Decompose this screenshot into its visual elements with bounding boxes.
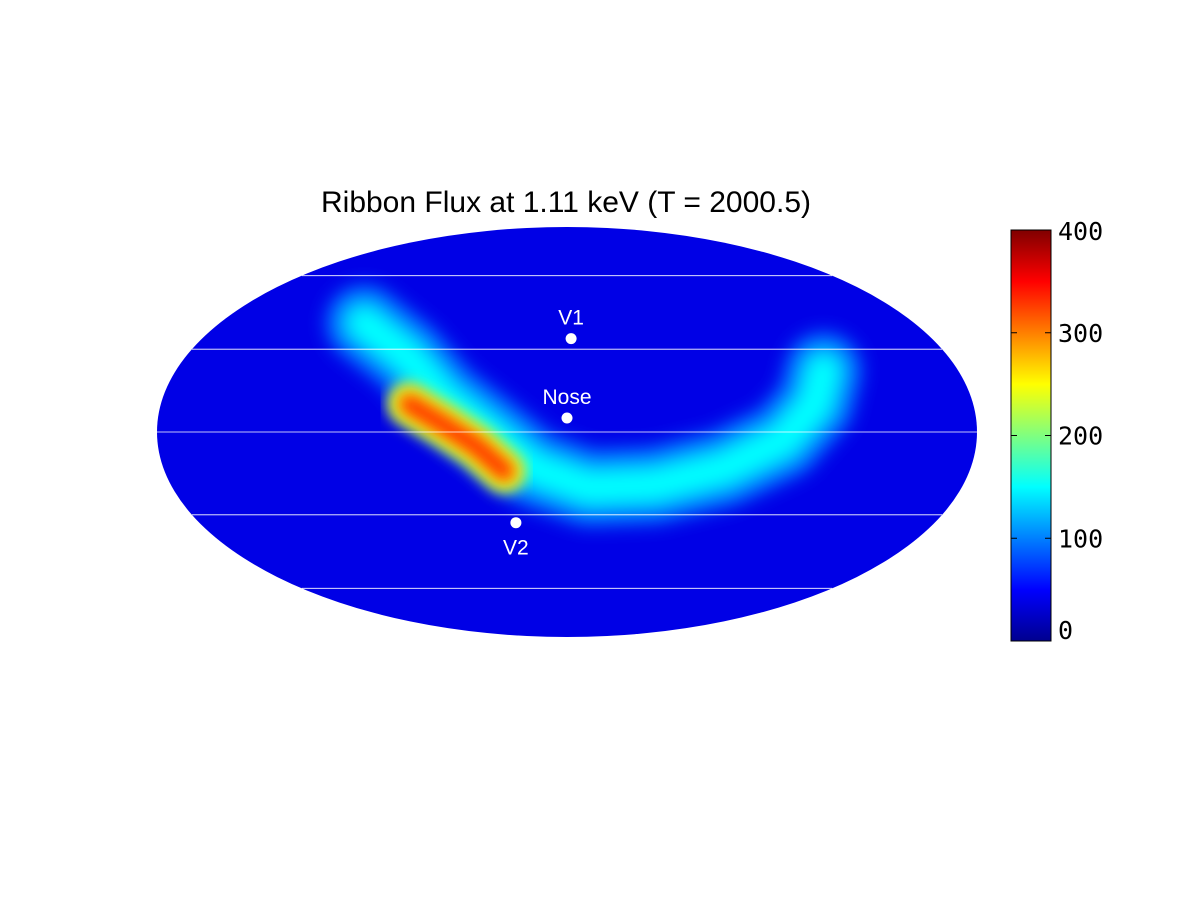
colorbar-tick-label: 0: [1058, 616, 1073, 645]
marker-nose-dot: [561, 412, 573, 424]
marker-v2: V2: [503, 517, 529, 560]
colorbar: 0 100 200 300 400: [1010, 217, 1103, 645]
ribbon: [325, 284, 863, 527]
colorbar-tick-label: 400: [1058, 217, 1103, 246]
chart-title: Ribbon Flux at 1.11 keV (T = 2000.5): [321, 186, 811, 219]
sky-map: [157, 227, 977, 637]
colorbar-tick-label: 200: [1058, 422, 1103, 451]
markers: V1 Nose V2: [503, 307, 591, 560]
colorbar-ticks: 0 100 200 300 400: [1011, 217, 1103, 645]
marker-v1-dot: [565, 333, 577, 345]
marker-v1: V1: [558, 307, 584, 345]
colorbar-tick-label: 100: [1058, 524, 1103, 553]
colorbar-tick-label: 300: [1058, 319, 1103, 348]
ribbon-layer-2: [349, 308, 839, 503]
map-background: [157, 227, 977, 637]
marker-v2-dot: [510, 517, 522, 529]
marker-v2-label: V2: [503, 537, 529, 560]
marker-nose-label: Nose: [542, 386, 591, 409]
marker-v1-label: V1: [558, 307, 584, 330]
ribbon-core-2: [401, 396, 513, 480]
graticule: [157, 275, 977, 589]
marker-nose: Nose: [542, 386, 592, 424]
